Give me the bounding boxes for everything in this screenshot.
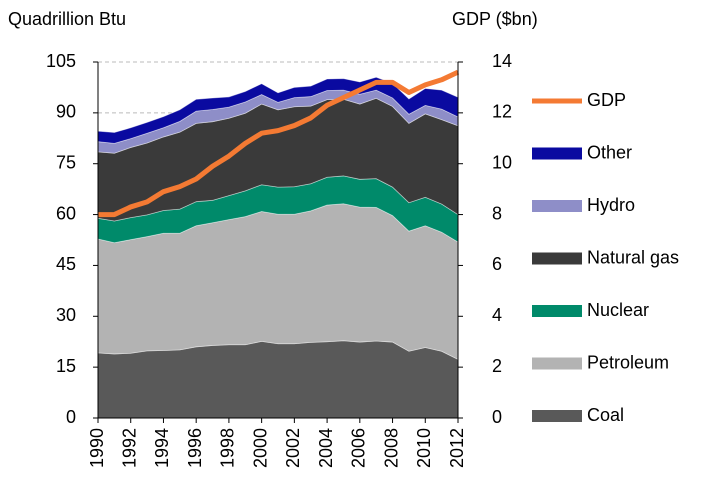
x-tick-label: 1992 <box>119 428 139 468</box>
y2-tick-label: 10 <box>492 152 512 172</box>
legend-label: Hydro <box>587 195 635 215</box>
x-tick-label: 2000 <box>250 428 270 468</box>
x-tick-label: 2012 <box>447 428 467 468</box>
x-tick-label: 1994 <box>152 428 172 468</box>
legend-swatch <box>532 200 582 212</box>
y-tick-label: 60 <box>56 203 76 223</box>
y-tick-label: 0 <box>66 407 76 427</box>
legend-swatch <box>532 147 582 160</box>
y2-axis-label: GDP ($bn) <box>452 9 538 29</box>
x-tick-label: 1998 <box>218 428 238 468</box>
y2-tick-label: 8 <box>492 203 502 223</box>
legend-swatch <box>532 252 582 265</box>
x-tick-label: 2008 <box>381 428 401 468</box>
y-tick-label: 45 <box>56 254 76 274</box>
y2-tick-label: 12 <box>492 102 512 122</box>
legend-label: Other <box>587 142 632 162</box>
x-tick-label: 1990 <box>87 428 107 468</box>
legend-swatch <box>532 357 582 370</box>
legend-label: GDP <box>587 90 626 110</box>
y-axis-label: Quadrillion Btu <box>8 9 126 29</box>
gdp-line <box>98 69 460 218</box>
x-tick-label: 1996 <box>185 428 205 468</box>
legend-swatch <box>532 410 582 422</box>
y-tick-label: 30 <box>56 305 76 325</box>
y-tick-label: 105 <box>46 51 76 71</box>
legend-label: Natural gas <box>587 247 679 267</box>
x-tick-label: 2006 <box>349 428 369 468</box>
y-tick-label: 90 <box>56 102 76 122</box>
y-tick-label: 75 <box>56 152 76 172</box>
x-tick-label: 2002 <box>283 428 303 468</box>
y-tick-label: 15 <box>56 356 76 376</box>
legend-label: Petroleum <box>587 352 669 372</box>
x-tick-label: 2004 <box>316 428 336 468</box>
legend-label: Coal <box>587 405 624 425</box>
y2-tick-label: 6 <box>492 254 502 274</box>
x-tick-label: 2010 <box>414 428 434 468</box>
area <box>97 340 459 419</box>
y2-tick-label: 0 <box>492 407 502 427</box>
legend-label: Nuclear <box>587 300 649 320</box>
y2-tick-label: 14 <box>492 51 512 71</box>
legend-swatch <box>532 305 582 317</box>
y2-tick-label: 4 <box>492 305 502 325</box>
y2-tick-label: 2 <box>492 356 502 376</box>
